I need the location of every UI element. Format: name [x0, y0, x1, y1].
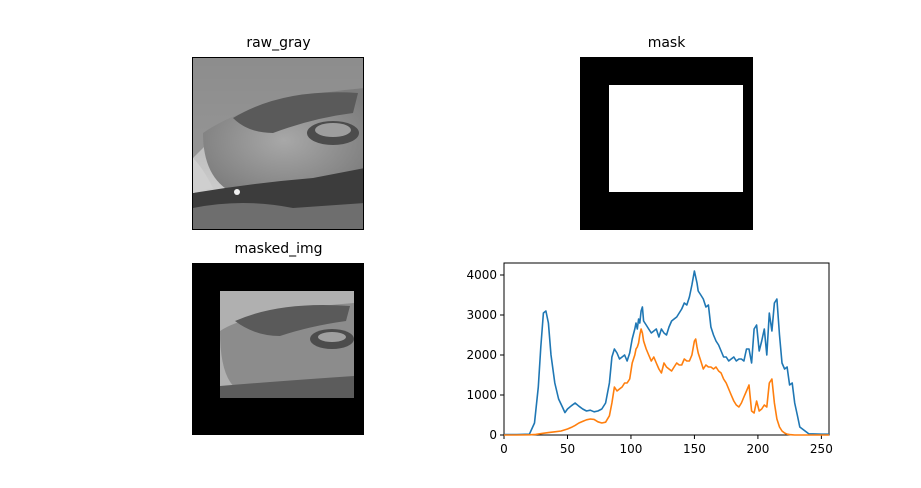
y-tick-label: 4000 [466, 268, 497, 282]
x-tick-label: 150 [683, 442, 706, 456]
series-line-2 [504, 328, 829, 436]
series-line-1 [504, 270, 829, 436]
mask-title: mask [647, 35, 686, 51]
raw-gray-image [192, 57, 364, 230]
x-tick-label: 50 [560, 442, 575, 456]
mask-window [609, 85, 743, 192]
y-tick-label: 3000 [466, 308, 497, 322]
y-tick-label: 2000 [466, 348, 497, 362]
masked-photo-window [220, 291, 354, 398]
x-tick-label: 250 [810, 442, 833, 456]
y-tick-label: 0 [489, 428, 497, 442]
x-tick-label: 100 [620, 442, 643, 456]
mask-image [580, 57, 753, 230]
masked-image [192, 263, 364, 435]
raw-gray-title: raw_gray [246, 35, 311, 51]
y-tick-label: 1000 [466, 388, 497, 402]
masked-img-title: masked_img [234, 241, 323, 257]
x-tick-label: 200 [746, 442, 769, 456]
chart-ticks: 0 50 100 150 200 250 0 1000 2000 3000 4000 [466, 268, 832, 456]
x-tick-label: 0 [500, 442, 508, 456]
chart-series [504, 270, 829, 436]
